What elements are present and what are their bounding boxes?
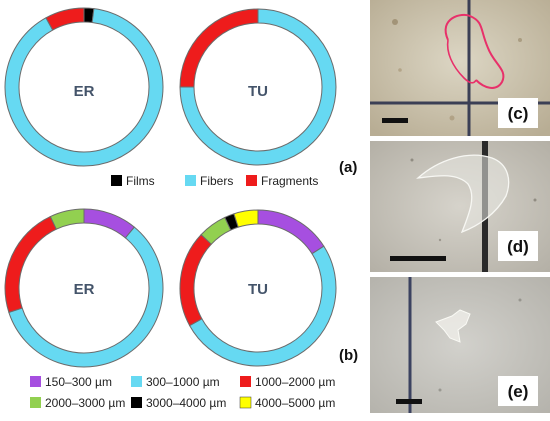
panel-tag-a: (a) xyxy=(339,159,357,176)
donut-slice-fragments xyxy=(179,8,259,88)
legend-swatch xyxy=(131,376,142,387)
donut-chart-a-tu xyxy=(179,8,337,166)
tag-box xyxy=(498,376,538,406)
legend-swatch xyxy=(111,175,122,186)
transparent-film xyxy=(416,154,510,234)
donut-slice-150-300-m xyxy=(83,208,136,239)
donut-slice-4000-5000-m xyxy=(233,209,259,228)
legend-item: 1000–2000 µm xyxy=(240,375,335,389)
legend-a: Films Fibers Fragments xyxy=(111,174,318,188)
tag-box xyxy=(498,231,538,261)
donut-slice-2000-3000-m xyxy=(49,208,85,230)
legend-swatch xyxy=(131,397,142,408)
donut-slice-fragments xyxy=(45,7,85,31)
fragment xyxy=(435,309,471,343)
photo-e: (e) xyxy=(370,277,550,413)
legend-label: 1000–2000 µm xyxy=(255,375,335,389)
photo-tag-d: (d) xyxy=(507,237,529,256)
legend-label: 4000–5000 µm xyxy=(255,396,335,410)
legend-swatch xyxy=(185,175,196,186)
scale-bar xyxy=(396,399,422,404)
donut-chart-b-tu xyxy=(179,209,337,367)
legend-item: Films xyxy=(111,174,155,188)
legend-item: 300–1000 µm xyxy=(131,375,220,389)
donut-slice-300-1000-m xyxy=(188,245,337,367)
donut-slice-1000-2000-m xyxy=(179,233,213,327)
donut-chart-b-er xyxy=(4,208,164,368)
scale-bar xyxy=(382,118,408,123)
legend-label: 2000–3000 µm xyxy=(45,396,125,410)
legend-item: 2000–3000 µm xyxy=(30,396,125,410)
photo-tag-e: (e) xyxy=(508,382,529,401)
donut-center-label: ER xyxy=(74,83,95,100)
scale-bar xyxy=(390,256,446,261)
tag-box xyxy=(498,98,538,128)
legend-swatch xyxy=(246,175,257,186)
legend-label: 300–1000 µm xyxy=(146,375,220,389)
legend-item: 4000–5000 µm xyxy=(239,396,335,410)
legend-item: 3000–4000 µm xyxy=(131,396,226,410)
panel-tag-b: (b) xyxy=(339,347,358,364)
legend-label: Fibers xyxy=(200,174,233,188)
donut-chart-a-er xyxy=(4,7,164,167)
legend-b: 150–300 µm 300–1000 µm 1000–2000 µm 2000… xyxy=(30,375,335,410)
legend-label: 150–300 µm xyxy=(45,375,112,389)
legend-item: 150–300 µm xyxy=(30,375,112,389)
photo-c: (c) xyxy=(370,0,550,136)
legend-swatch xyxy=(30,376,41,387)
donut-center-label: TU xyxy=(248,281,268,298)
legend-label: Films xyxy=(126,174,155,188)
legend-swatch xyxy=(240,376,251,387)
photo-tag-c: (c) xyxy=(508,104,529,123)
photo-d: (d) xyxy=(370,141,550,272)
donut-center-label: ER xyxy=(74,281,95,298)
legend-swatch xyxy=(30,397,41,408)
donut-center-label: TU xyxy=(248,83,268,100)
legend-swatch xyxy=(239,396,252,409)
legend-item: Fragments xyxy=(246,174,318,188)
legend-label: 3000–4000 µm xyxy=(146,396,226,410)
legend-item: Fibers xyxy=(185,174,233,188)
legend-label: Fragments xyxy=(261,174,318,188)
donut-slice-1000-2000-m xyxy=(4,215,57,314)
red-fiber xyxy=(444,13,505,89)
donut-slice-150-300-m xyxy=(257,209,325,255)
donut-slice-fibers xyxy=(4,8,164,167)
